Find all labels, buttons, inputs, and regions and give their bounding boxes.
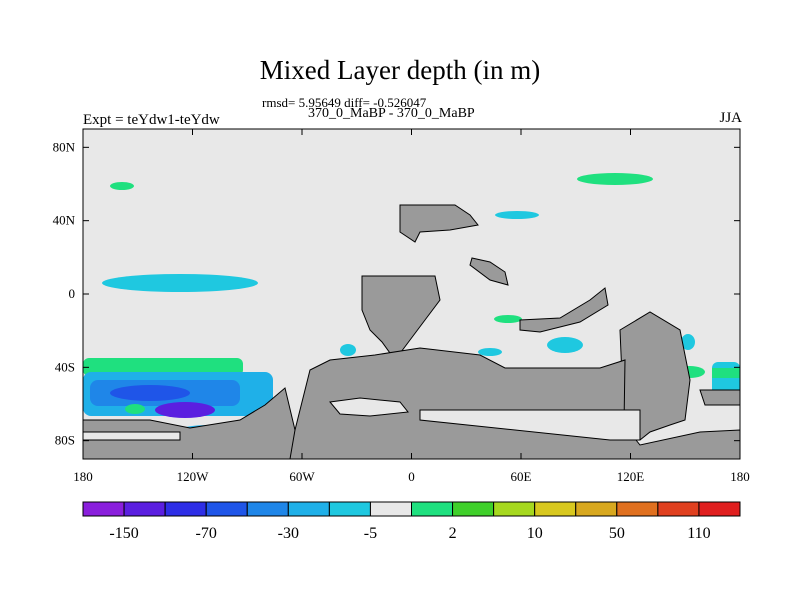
- anomaly-patch: [110, 182, 134, 190]
- colorbar-swatch: [328, 501, 371, 517]
- colorbar-swatch: [82, 501, 125, 517]
- colorbar-swatch: [493, 501, 536, 517]
- land-mass: [469, 257, 509, 286]
- anomaly-patch: [478, 348, 502, 356]
- anomaly-patch: [340, 344, 356, 356]
- colorbar-label: 2: [449, 525, 457, 542]
- colorbar-label: -5: [364, 525, 377, 542]
- anomaly-patch: [547, 337, 583, 353]
- ocean-gap: [329, 397, 409, 417]
- season-label: JJA: [719, 110, 742, 126]
- anomaly-patch: [83, 358, 243, 376]
- y-tick-label: 0: [69, 286, 76, 301]
- anomaly-patch: [155, 402, 215, 418]
- x-tick-label: 60W: [289, 469, 315, 484]
- anomaly-patch: [102, 274, 258, 292]
- colorbar-swatch: [205, 501, 248, 517]
- ocean-gaps: [83, 397, 641, 441]
- y-tick-label: 80S: [55, 433, 75, 448]
- anomaly-patch: [495, 211, 539, 219]
- colorbar-swatch: [616, 501, 659, 517]
- anomaly-patches: [83, 173, 740, 435]
- land-mass: [699, 389, 740, 406]
- colorbar-swatch: [452, 501, 495, 517]
- colorbar-swatch: [287, 501, 330, 517]
- x-tick-label: 180: [730, 469, 750, 484]
- ocean-gap: [419, 409, 641, 441]
- x-tick-label: 60E: [511, 469, 532, 484]
- land-mass: [399, 204, 479, 243]
- colorbar-swatch: [698, 501, 741, 517]
- colorbar-swatch: [246, 501, 289, 517]
- colorbar-label: 110: [687, 525, 710, 542]
- colorbar-swatch: [411, 501, 454, 517]
- y-tick-label: 80N: [53, 139, 76, 154]
- anomaly-patch: [577, 173, 653, 185]
- land-mass: [361, 275, 441, 361]
- x-tick-label: 180: [73, 469, 93, 484]
- colorbar-swatch: [534, 501, 577, 517]
- y-tick-label: 40N: [53, 213, 76, 228]
- y-tick-label: 40S: [55, 359, 75, 374]
- colorbar-swatch: [123, 501, 166, 517]
- land-mass: [83, 387, 296, 459]
- x-axis: 180 120W 60W 0 60E 120E 180: [73, 129, 750, 484]
- colorbar-label: -30: [278, 525, 299, 542]
- y-axis: 80N 40N 0 40S 80S: [53, 139, 740, 448]
- anomaly-patch: [712, 368, 740, 378]
- colorbar-label: 10: [527, 525, 543, 542]
- x-tick-label: 120W: [177, 469, 210, 484]
- x-tick-label: 120E: [617, 469, 645, 484]
- colorbar-swatch: [657, 501, 700, 517]
- case-label: 370_0_MaBP - 370_0_MaBP: [308, 106, 475, 121]
- anomaly-patch: [110, 385, 190, 401]
- colorbar-swatch: [369, 501, 412, 517]
- colorbar-label: -150: [109, 525, 138, 542]
- x-tick-label: 0: [408, 469, 415, 484]
- anomaly-patch: [681, 334, 695, 350]
- colorbar-swatch: [575, 501, 618, 517]
- experiment-label: Expt = teYdw1-teYdw: [83, 112, 220, 128]
- anomaly-patch: [125, 404, 145, 414]
- anomaly-patch: [494, 315, 522, 323]
- colorbar-label: 50: [609, 525, 625, 542]
- colorbar-swatch: [164, 501, 207, 517]
- land-mass: [519, 287, 609, 333]
- colorbar: -150 -70 -30 -5 2 10 50 110: [82, 501, 741, 542]
- colorbar-label: -70: [196, 525, 217, 542]
- ocean-gap: [83, 431, 181, 441]
- chart-title: Mixed Layer depth (in m): [259, 55, 541, 85]
- chart-subtitle: rmsd= 5.95649 diff= -0.526047: [262, 95, 427, 110]
